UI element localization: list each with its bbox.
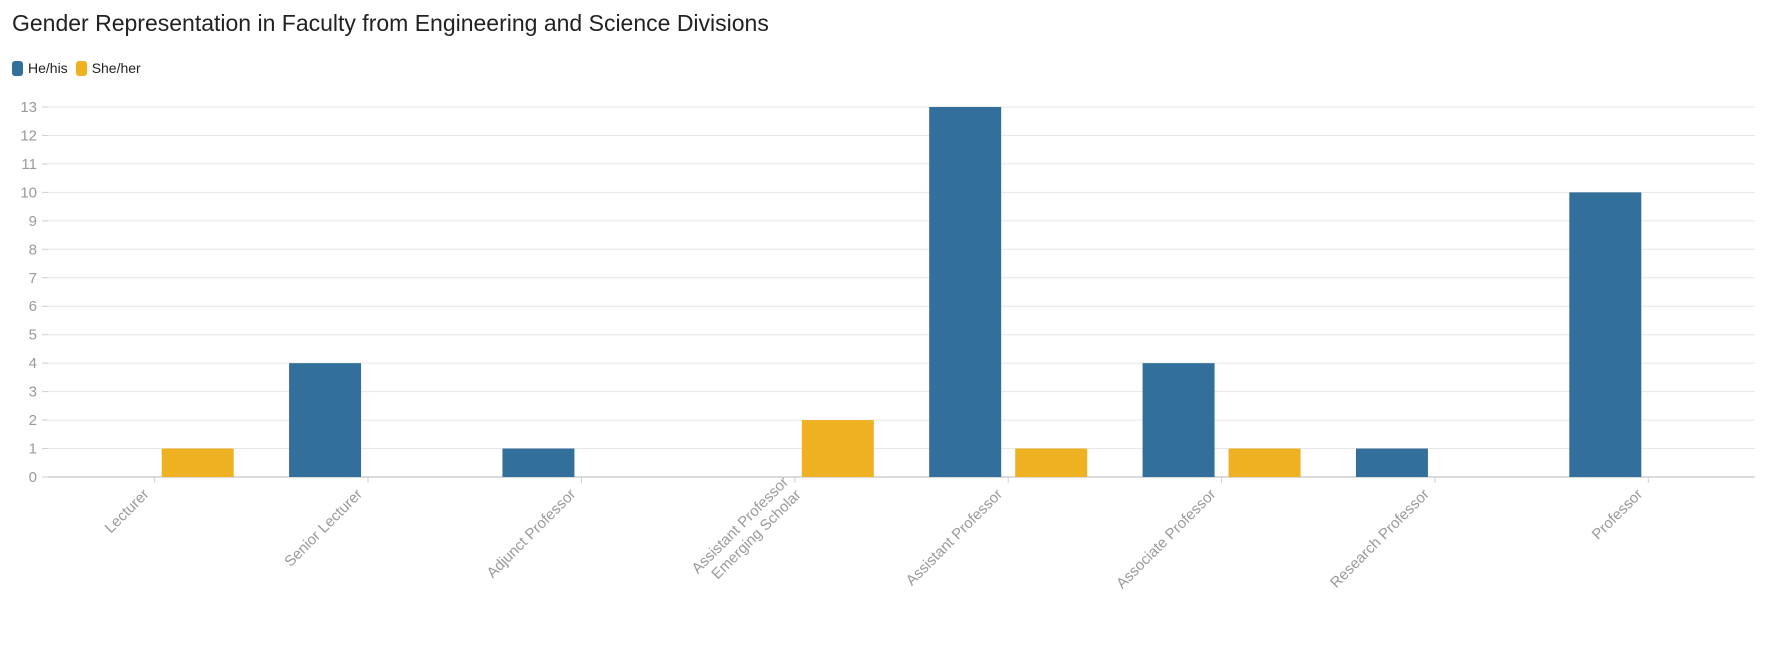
- x-tick-label-7: Professor: [1589, 486, 1646, 543]
- chart-title: Gender Representation in Faculty from En…: [12, 10, 769, 36]
- y-tick-label-1: 1: [29, 441, 37, 458]
- legend-item-she-her[interactable]: She/her: [75, 60, 141, 76]
- legend-item-he-his[interactable]: He/his: [12, 60, 68, 76]
- bar-hehis-6: [1355, 448, 1428, 477]
- bar-hehis-1: [289, 363, 362, 477]
- y-tick-label-13: 13: [20, 99, 37, 116]
- x-tick-label-4: Assistant Professor: [903, 486, 1006, 589]
- y-tick-label-8: 8: [29, 241, 37, 258]
- y-tick-label-10: 10: [20, 184, 37, 201]
- legend-label-he-his: He/his: [28, 60, 68, 76]
- bar-hehis-4: [929, 107, 1002, 477]
- x-tick-label-0: Lecturer: [102, 486, 153, 537]
- bar-hehis-2: [502, 448, 575, 477]
- legend: He/his She/her: [12, 60, 149, 76]
- bar-hehis-5: [1142, 363, 1215, 477]
- x-tick-label-3: Assistant ProfessorEmerging Scholar: [689, 474, 805, 590]
- y-tick-label-2: 2: [29, 412, 37, 429]
- y-tick-label-0: 0: [29, 469, 37, 486]
- y-tick-label-7: 7: [29, 270, 37, 287]
- y-tick-label-11: 11: [21, 156, 37, 173]
- y-tick-label-6: 6: [29, 298, 37, 315]
- y-tick-label-9: 9: [29, 213, 37, 230]
- bar-sheher-4: [1015, 448, 1088, 477]
- bar-sheher-5: [1228, 448, 1301, 477]
- y-tick-label-4: 4: [29, 355, 37, 372]
- bars: [161, 107, 1642, 477]
- bar-hehis-7: [1569, 192, 1642, 477]
- y-tick-label-3: 3: [29, 384, 37, 401]
- legend-swatch-she-her: [75, 60, 87, 76]
- bar-sheher-0: [161, 448, 234, 477]
- legend-swatch-he-his: [12, 60, 23, 76]
- x-tick-label-6: Research Professor: [1327, 486, 1433, 592]
- legend-label-she-her: She/her: [91, 60, 141, 76]
- bar-sheher-3: [801, 420, 874, 477]
- x-tick-label-2: Adjunct Professor: [484, 486, 580, 582]
- x-tick-label-1: Senior Lecturer: [281, 486, 366, 571]
- y-tick-label-12: 12: [20, 127, 37, 144]
- y-tick-label-5: 5: [29, 327, 37, 344]
- x-tick-label-5: Associate Professor: [1113, 486, 1219, 592]
